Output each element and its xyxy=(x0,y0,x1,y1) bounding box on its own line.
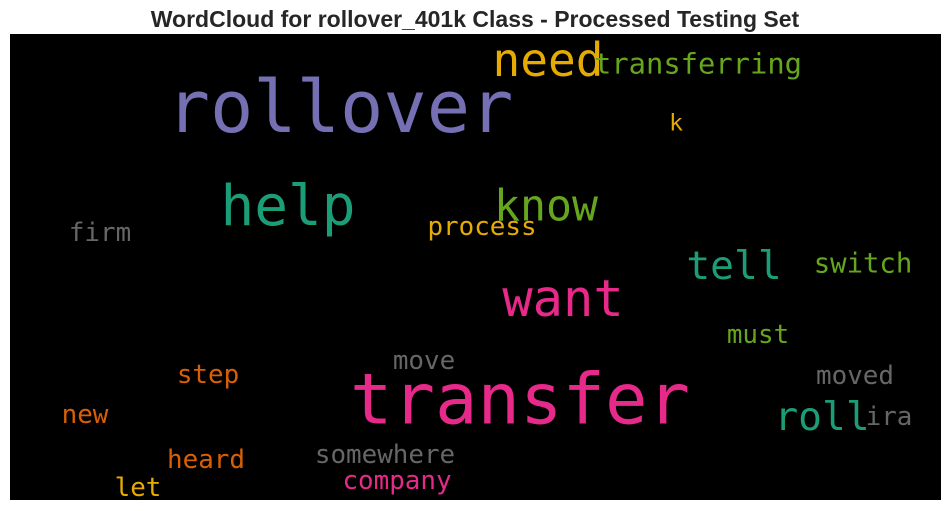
word-ira: ira xyxy=(865,402,913,433)
word-rollover: rollover xyxy=(166,65,514,149)
word-step: step xyxy=(176,360,240,391)
word-must: must xyxy=(726,320,790,351)
word-company: company xyxy=(342,466,452,497)
word-process: process xyxy=(427,212,537,243)
word-new: new xyxy=(61,400,109,431)
word-want: want xyxy=(502,268,624,328)
word-know: know xyxy=(493,181,599,232)
word-help: help xyxy=(220,173,356,239)
word-roll: roll xyxy=(774,394,870,441)
word-switch: switch xyxy=(813,248,913,280)
word-transfer: transfer xyxy=(349,357,691,441)
word-moved: moved xyxy=(816,361,894,392)
word-move: move xyxy=(392,346,456,377)
word-transferring: transferring xyxy=(593,46,803,81)
word-need: need xyxy=(492,34,604,87)
word-let: let xyxy=(114,473,162,500)
wordcloud-canvas: rollover transfer help want need know tell roll… xyxy=(10,34,941,500)
word-k: k xyxy=(669,110,683,137)
word-tell: tell xyxy=(686,243,782,290)
chart-title: WordCloud for rollover_401k Class - Proc… xyxy=(150,6,800,32)
word-heard: heard xyxy=(167,445,245,476)
word-somewhere: somewhere xyxy=(314,440,456,471)
word-firm: firm xyxy=(68,218,132,249)
